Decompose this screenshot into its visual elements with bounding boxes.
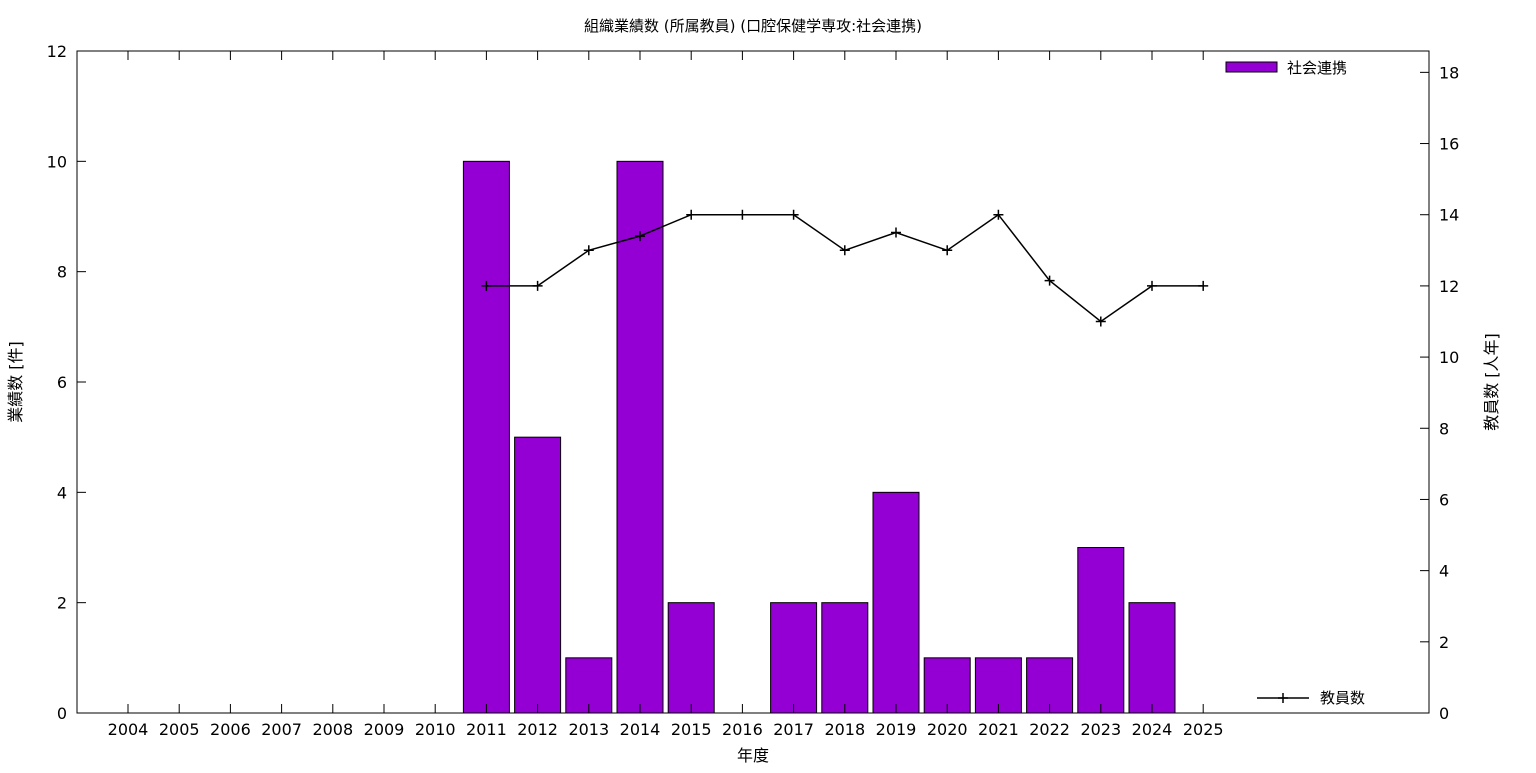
legend-label: 社会連携 (1287, 59, 1347, 77)
x-tick-label: 2005 (159, 720, 200, 739)
line-point (839, 245, 850, 256)
y-tick-label: 12 (47, 42, 67, 61)
y2-axis-title: 教員数 [人年] (1482, 333, 1501, 431)
x-tick-label: 2012 (517, 720, 558, 739)
legend-label: 教員数 (1320, 689, 1365, 707)
x-tick-label: 2004 (108, 720, 149, 739)
y-tick-label: 6 (57, 373, 67, 392)
line-point (481, 280, 492, 291)
y2-tick-label: 10 (1439, 348, 1459, 367)
x-tick-label: 2016 (722, 720, 763, 739)
y2-tick-label: 0 (1439, 704, 1449, 723)
x-tick-label: 2009 (364, 720, 405, 739)
line-point (788, 209, 799, 220)
legend-marker (1278, 693, 1288, 703)
x-tick-label: 2007 (261, 720, 302, 739)
y2-tick-label: 14 (1439, 206, 1459, 225)
line-point (993, 209, 1004, 220)
line-point (583, 245, 594, 256)
y2-tick-label: 6 (1439, 490, 1449, 509)
x-tick-label: 2020 (927, 720, 968, 739)
line-point (1147, 280, 1157, 291)
x-tick-label: 2022 (1029, 720, 1070, 739)
axis-ticks: 0 2 4 6 8 10 12 0 2 4 6 8 10 12 14 16 18 2004 2005 2006 2007… (47, 42, 1460, 739)
line-point (1198, 280, 1209, 291)
bar (1128, 602, 1176, 714)
bar (616, 160, 664, 714)
x-tick-label: 2010 (415, 720, 456, 739)
bar (1077, 547, 1125, 714)
line-point (942, 245, 953, 256)
x-tick-label: 2018 (824, 720, 865, 739)
x-tick-label: 2006 (210, 720, 251, 739)
line-point (635, 231, 645, 242)
y2-tick-label: 18 (1439, 63, 1459, 82)
bar (667, 602, 715, 714)
bar-series (462, 160, 1176, 714)
series-line (486, 213, 1204, 323)
x-tick-label: 2015 (671, 720, 712, 739)
x-tick-label: 2013 (568, 720, 609, 739)
x-tick-label: 2011 (466, 720, 507, 739)
x-tick-label: 2008 (312, 720, 353, 739)
y2-tick-label: 16 (1439, 135, 1459, 154)
y-tick-label: 10 (47, 152, 67, 171)
x-tick-label: 2024 (1132, 720, 1173, 739)
bar (1026, 657, 1074, 714)
x-tick-label: 2025 (1183, 720, 1224, 739)
bar (821, 602, 869, 714)
y-tick-label: 4 (57, 483, 67, 502)
line-point (737, 209, 748, 220)
line-point (532, 280, 543, 291)
y-tick-label: 8 (57, 263, 67, 282)
bar (923, 657, 971, 714)
bar (974, 657, 1022, 714)
x-tick-label: 2019 (876, 720, 917, 739)
plot-frame (76, 50, 1430, 714)
bar (514, 436, 562, 714)
bar (565, 657, 613, 714)
bar (462, 160, 510, 714)
y2-tick-label: 4 (1439, 562, 1449, 581)
y2-tick-label: 8 (1439, 419, 1449, 438)
x-tick-label: 2023 (1080, 720, 1121, 739)
x-axis-title: 年度 (737, 746, 769, 765)
y-axis-title: 業績数 [件] (6, 341, 25, 423)
x-tick-label: 2017 (773, 720, 814, 739)
line-point (1095, 316, 1106, 327)
y-tick-label: 0 (57, 704, 67, 723)
line-point (1044, 275, 1055, 286)
bar (872, 491, 920, 714)
y2-tick-label: 12 (1439, 277, 1459, 296)
y-tick-label: 2 (57, 594, 67, 613)
line-point (891, 227, 901, 238)
y2-tick-label: 2 (1439, 633, 1449, 652)
x-tick-label: 2021 (978, 720, 1019, 739)
legend-swatch-bar (1225, 61, 1278, 73)
line-point (686, 209, 697, 220)
x-tick-label: 2014 (620, 720, 661, 739)
chart-title: 組織業績数 (所属教員) (口腔保健学専攻:社会連携) (584, 17, 922, 35)
bar (770, 602, 818, 714)
line-series (481, 209, 1209, 327)
